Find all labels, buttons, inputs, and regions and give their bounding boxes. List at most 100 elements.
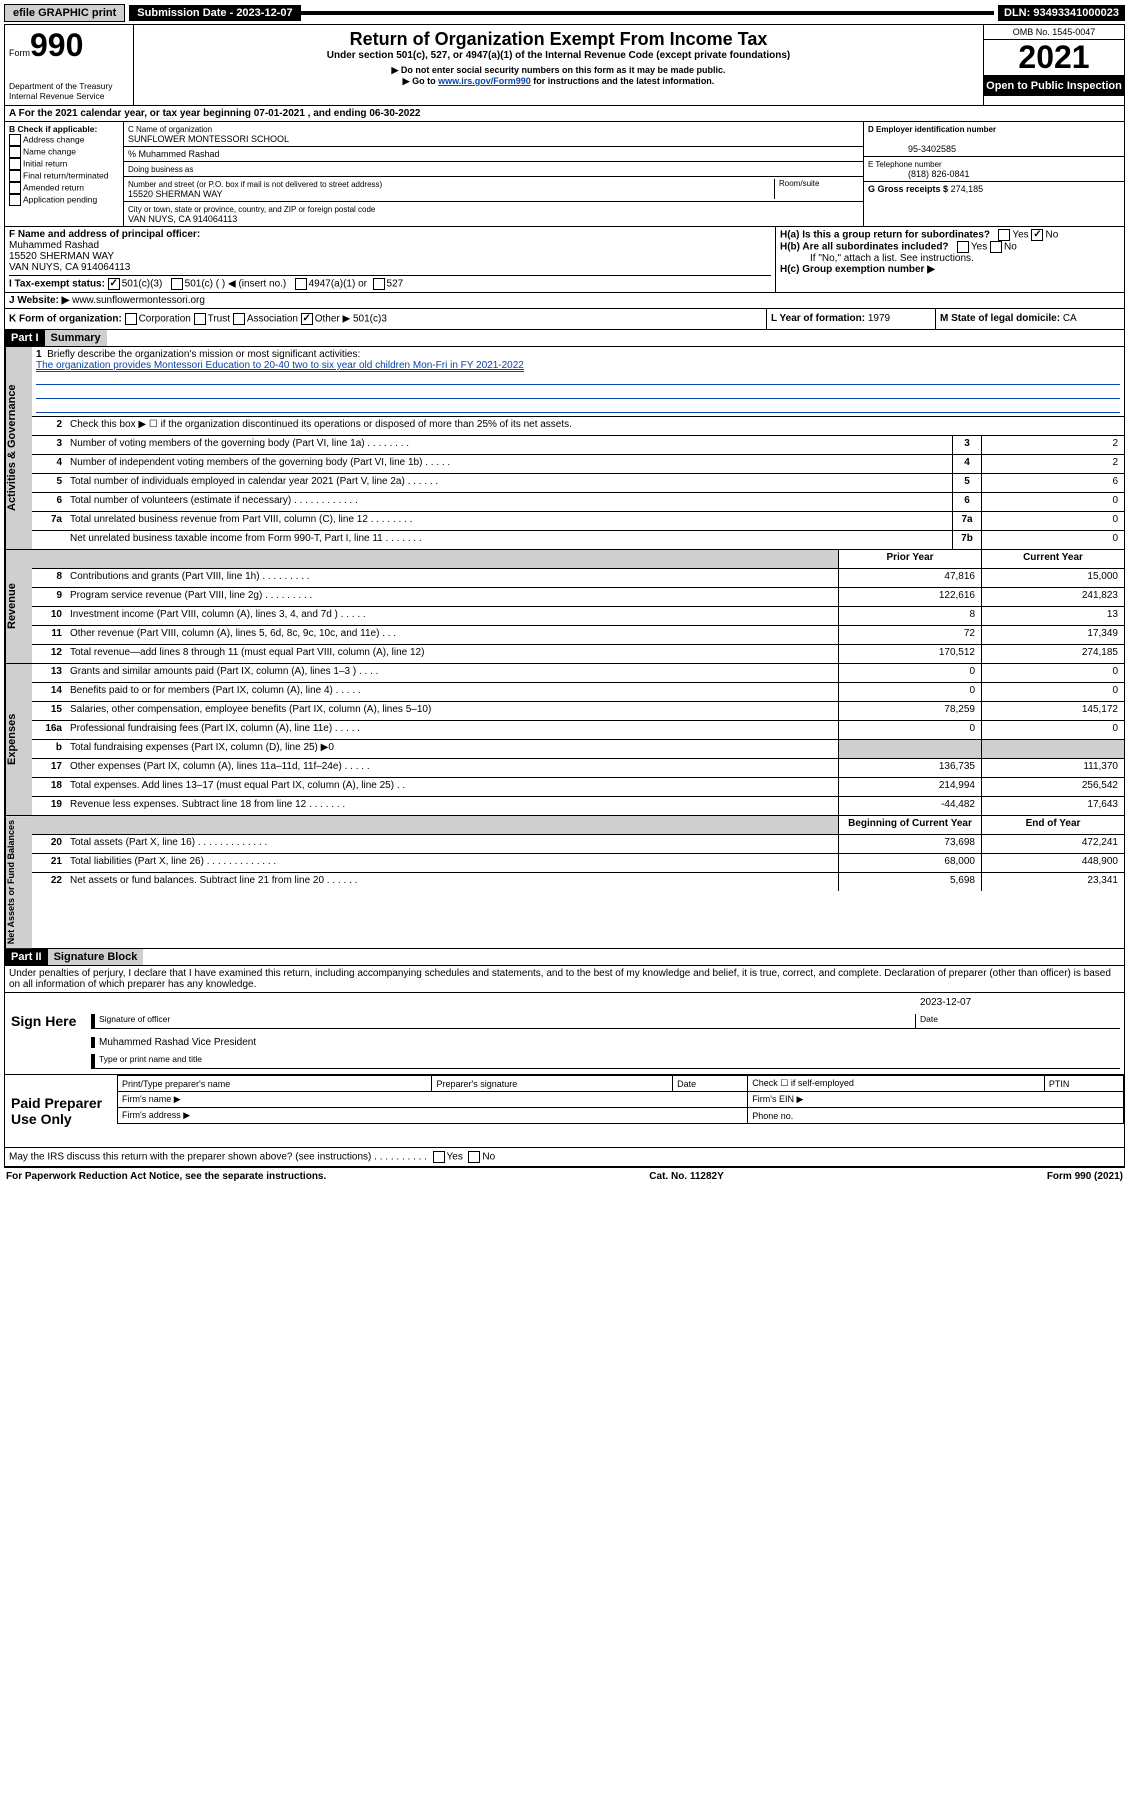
ck-other[interactable] (301, 313, 313, 325)
header-right: OMB No. 1545-0047 2021 Open to Public In… (983, 25, 1124, 105)
open-inspection: Open to Public Inspection (984, 76, 1124, 96)
line-prior: 5,698 (838, 873, 981, 891)
declaration: Under penalties of perjury, I declare th… (5, 966, 1124, 993)
prep-c3: Date (673, 1076, 748, 1092)
note2-pre: ▶ Go to (403, 76, 438, 86)
discuss-no: No (482, 1152, 495, 1163)
line-prior: 136,735 (838, 759, 981, 777)
irs-link[interactable]: www.irs.gov/Form990 (438, 76, 531, 86)
ck-hb-yes[interactable] (957, 241, 969, 253)
line-desc: Other revenue (Part VIII, column (A), li… (66, 626, 838, 644)
sign-here-row: Sign Here 2023-12-07 Signature of office… (5, 993, 1124, 1075)
discuss-yes: Yes (447, 1152, 463, 1163)
mission-blank2 (36, 386, 1120, 399)
line-desc: Salaries, other compensation, employee b… (66, 702, 838, 720)
line-curr: 0 (981, 664, 1124, 682)
form-ref: Form 990 (2021) (1047, 1171, 1123, 1182)
line-num (32, 531, 66, 549)
line-val: 2 (981, 455, 1124, 473)
ck-501c3[interactable] (108, 278, 120, 290)
room-lbl: Room/suite (774, 179, 859, 199)
col-C: C Name of organization SUNFLOWER MONTESS… (124, 122, 863, 226)
ck-trust[interactable] (194, 313, 206, 325)
section-BCD: B Check if applicable: Address change Na… (5, 122, 1124, 227)
line-val: 0 (981, 512, 1124, 530)
ck-assoc[interactable] (233, 313, 245, 325)
ck-final[interactable] (9, 170, 21, 182)
L-val: 1979 (868, 313, 890, 324)
opt-name: Name change (23, 146, 76, 156)
line-box: 7b (952, 531, 981, 549)
tax-year: 2021 (984, 40, 1124, 76)
col-curr: Current Year (981, 550, 1124, 568)
tab-expenses: Expenses (5, 664, 32, 815)
ck-527[interactable] (373, 278, 385, 290)
line-num: 21 (32, 854, 66, 872)
ck-4947[interactable] (295, 278, 307, 290)
dept-label: Department of the Treasury Internal Reve… (9, 81, 129, 101)
line-box: 4 (952, 455, 981, 473)
prep-c4: Check ☐ if self-employed (748, 1076, 1045, 1092)
mission-link[interactable]: The organization provides Montessori Edu… (36, 360, 524, 372)
c-name-lbl: C Name of organization (128, 125, 212, 134)
omb-no: OMB No. 1545-0047 (984, 25, 1124, 40)
ck-hb-no[interactable] (990, 241, 1002, 253)
line-prior (838, 740, 981, 758)
ck-ha-yes[interactable] (998, 229, 1010, 241)
line-num: 20 (32, 835, 66, 853)
line-box: 7a (952, 512, 981, 530)
sig-date-lbl: Date (915, 1014, 1120, 1028)
prep-phone: Phone no. (748, 1108, 1124, 1124)
officer-addr1: 15520 SHERMAN WAY (9, 251, 114, 262)
line-prior: 47,816 (838, 569, 981, 587)
M-val: CA (1063, 313, 1077, 324)
line-num: 6 (32, 493, 66, 511)
ck-pending[interactable] (9, 194, 21, 206)
line-prior: 8 (838, 607, 981, 625)
efile-btn[interactable]: efile GRAPHIC print (4, 4, 125, 22)
line-prior: 68,000 (838, 854, 981, 872)
ck-corp[interactable] (125, 313, 137, 325)
org-name: SUNFLOWER MONTESSORI SCHOOL (128, 134, 289, 144)
line-prior: 0 (838, 683, 981, 701)
form-word: Form (9, 48, 30, 58)
part1-header: Part ISummary (5, 330, 1124, 347)
ck-name[interactable] (9, 146, 21, 158)
Hb-note: If "No," attach a list. See instructions… (780, 253, 1120, 264)
line-desc: Total number of individuals employed in … (66, 474, 952, 492)
line-num: 7a (32, 512, 66, 530)
phone-val: (818) 826-0841 (868, 169, 970, 179)
ag-block: Activities & Governance 1 Briefly descri… (5, 347, 1124, 550)
mission-blank1 (36, 372, 1120, 385)
F-box: F Name and address of principal officer:… (5, 227, 776, 292)
ck-amended[interactable] (9, 182, 21, 194)
part2-header: Part IISignature Block (5, 949, 1124, 966)
line-curr: 17,349 (981, 626, 1124, 644)
line-desc: Number of independent voting members of … (66, 455, 952, 473)
row-F-H: F Name and address of principal officer:… (5, 227, 1124, 293)
hb-yes: Yes (971, 242, 987, 253)
line-desc: Total number of volunteers (estimate if … (66, 493, 952, 511)
i-o2: 501(c) ( ) ◀ (insert no.) (185, 279, 287, 290)
line-num: 12 (32, 645, 66, 663)
city-lbl: City or town, state or province, country… (128, 205, 375, 214)
k-oval: 501(c)3 (353, 314, 387, 325)
part1-hdr: Part I (5, 330, 45, 346)
opt-amended: Amended return (23, 182, 84, 192)
line-val: 6 (981, 474, 1124, 492)
prep-firm-ein: Firm's EIN ▶ (748, 1092, 1124, 1108)
ck-discuss-yes[interactable] (433, 1151, 445, 1163)
line-desc: Other expenses (Part IX, column (A), lin… (66, 759, 838, 777)
line-curr: 15,000 (981, 569, 1124, 587)
line-prior: 72 (838, 626, 981, 644)
ck-ha-no[interactable] (1031, 229, 1043, 241)
ck-discuss-no[interactable] (468, 1151, 480, 1163)
ck-501c[interactable] (171, 278, 183, 290)
line-box: 6 (952, 493, 981, 511)
ck-address[interactable] (9, 134, 21, 146)
line-desc: Professional fundraising fees (Part IX, … (66, 721, 838, 739)
q1: Briefly describe the organization's miss… (47, 349, 360, 360)
submission-date: Submission Date - 2023-12-07 (129, 5, 300, 21)
line-val: 0 (981, 531, 1124, 549)
ck-initial[interactable] (9, 158, 21, 170)
